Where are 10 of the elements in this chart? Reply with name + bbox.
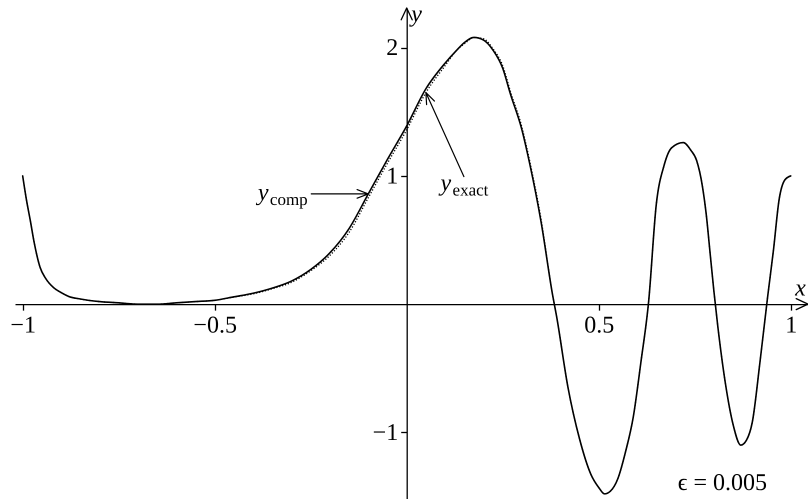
y-tick-label: −1 [372, 420, 398, 446]
y-tick-label: 2 [386, 35, 398, 62]
y-tick-label: 1 [386, 163, 398, 190]
x-tick-label: 0.5 [584, 312, 614, 339]
x-tick-label: 1 [785, 312, 798, 339]
x-tick-label: −0.5 [193, 312, 237, 339]
y-axis-title: y [409, 2, 422, 28]
x-axis-title: x [794, 276, 806, 302]
x-tick-label: −1 [10, 312, 36, 339]
annotation: ϵ = 0.005 [678, 470, 767, 496]
